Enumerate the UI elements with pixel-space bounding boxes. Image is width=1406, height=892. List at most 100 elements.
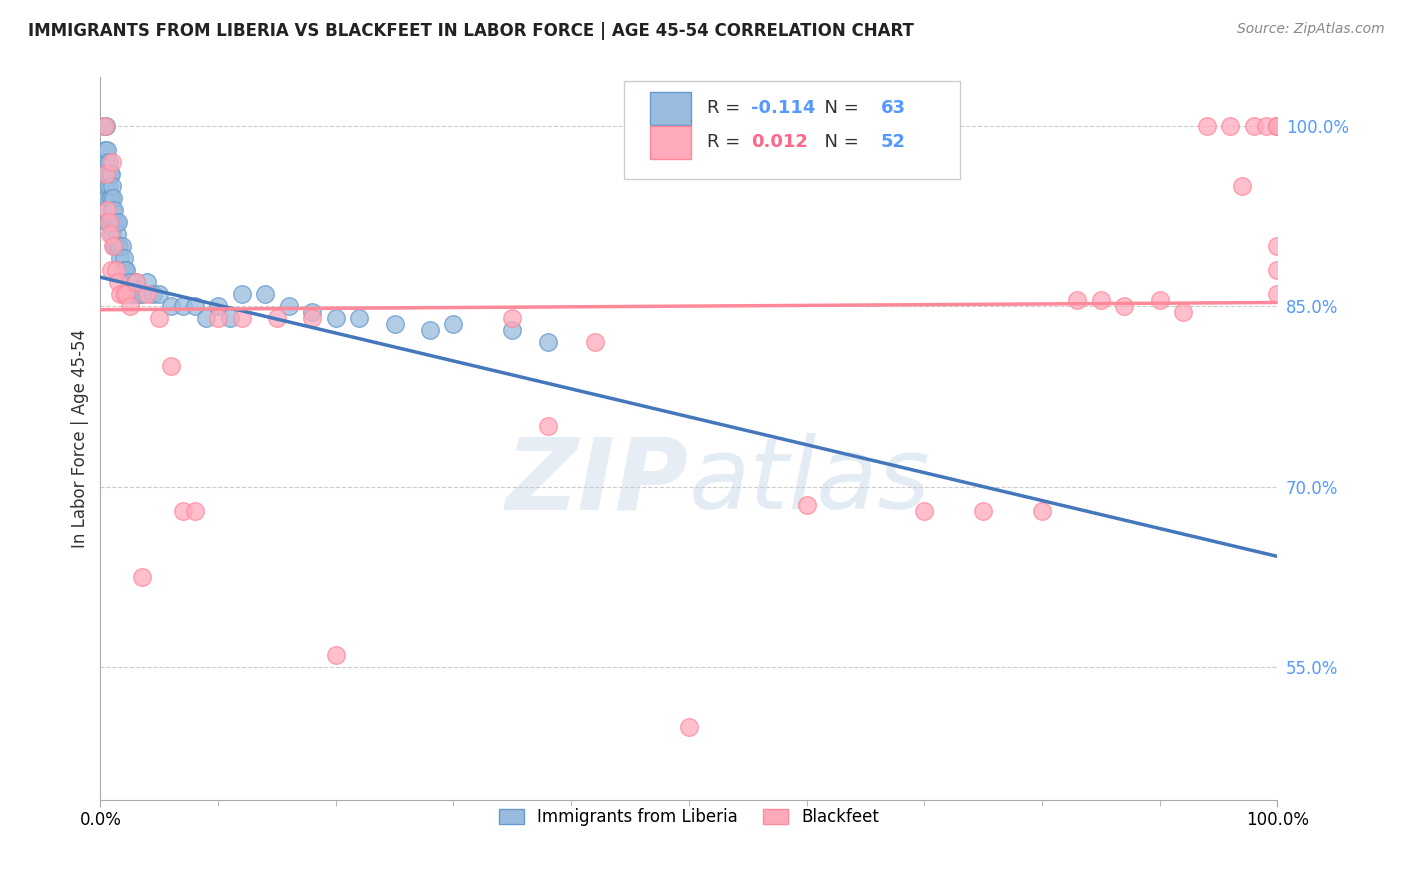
Point (96, 178, 118, 193)
Point (107, 275, 129, 289)
Point (96, 143, 118, 157)
Point (124, 275, 146, 289)
Point (183, 504, 205, 518)
Point (97, 154, 120, 169)
Point (100, 215, 122, 229)
FancyBboxPatch shape (624, 81, 960, 178)
Text: 63: 63 (880, 100, 905, 118)
Point (104, 239, 127, 253)
Point (1219, 119, 1241, 133)
Point (972, 504, 994, 518)
Point (107, 239, 129, 253)
Point (678, 720, 700, 734)
Point (501, 323, 523, 337)
Point (98, 167, 121, 181)
Point (1230, 178, 1253, 193)
Point (266, 311, 288, 326)
Point (97, 178, 120, 193)
Point (1149, 293, 1171, 307)
Point (1090, 293, 1112, 307)
Text: R =: R = (707, 100, 745, 118)
Point (97, 215, 120, 229)
Point (1066, 293, 1088, 307)
Point (384, 317, 406, 331)
FancyBboxPatch shape (650, 126, 692, 159)
Point (104, 263, 127, 277)
Point (94, 143, 117, 157)
Text: ZIP: ZIP (506, 434, 689, 531)
Point (1267, 119, 1289, 133)
Point (1243, 119, 1265, 133)
Point (103, 215, 125, 229)
Text: Source: ZipAtlas.com: Source: ZipAtlas.com (1237, 22, 1385, 37)
FancyBboxPatch shape (650, 92, 692, 125)
Text: IMMIGRANTS FROM LIBERIA VS BLACKFEET IN LABOR FORCE | AGE 45-54 CORRELATION CHAR: IMMIGRANTS FROM LIBERIA VS BLACKFEET IN … (28, 22, 914, 40)
Text: 0.012: 0.012 (751, 134, 808, 152)
Point (115, 287, 138, 301)
Point (160, 299, 183, 313)
Point (207, 311, 229, 326)
Point (114, 263, 136, 277)
Point (1267, 287, 1289, 301)
Point (101, 154, 124, 169)
Point (101, 178, 124, 193)
Point (100, 167, 122, 181)
Point (419, 323, 441, 337)
Point (1267, 119, 1289, 133)
Point (98, 191, 121, 205)
Text: R =: R = (707, 134, 745, 152)
Point (301, 305, 323, 319)
Point (172, 504, 194, 518)
Point (111, 263, 134, 277)
Text: 52: 52 (880, 134, 905, 152)
Point (100, 263, 122, 277)
Point (148, 311, 170, 326)
Point (1031, 504, 1053, 518)
Point (107, 215, 129, 229)
Point (124, 275, 146, 289)
Point (325, 648, 347, 662)
Point (1195, 119, 1218, 133)
Point (583, 335, 606, 350)
Y-axis label: In Labor Force | Age 45-54: In Labor Force | Age 45-54 (72, 329, 89, 548)
Point (93, 119, 115, 133)
Point (136, 287, 159, 301)
Point (148, 287, 170, 301)
Point (94, 167, 117, 181)
Point (501, 311, 523, 326)
Point (277, 299, 299, 313)
Point (537, 335, 560, 350)
Point (112, 251, 135, 265)
Point (112, 287, 135, 301)
Point (127, 287, 149, 301)
Point (121, 287, 143, 301)
Point (96, 167, 118, 181)
Point (1267, 119, 1289, 133)
Point (104, 215, 127, 229)
Point (443, 317, 465, 331)
Point (231, 311, 253, 326)
Point (254, 287, 277, 301)
Point (195, 311, 218, 326)
Point (96, 154, 118, 169)
Legend: Immigrants from Liberia, Blackfeet: Immigrants from Liberia, Blackfeet (491, 800, 887, 835)
Point (796, 498, 818, 512)
Point (96, 202, 118, 217)
Point (131, 570, 153, 584)
Point (349, 311, 371, 326)
Text: N =: N = (813, 100, 865, 118)
Point (218, 311, 240, 326)
Point (1254, 119, 1277, 133)
Point (103, 191, 125, 205)
Point (1267, 119, 1289, 133)
Point (1267, 239, 1289, 253)
Point (912, 504, 935, 518)
Point (108, 239, 131, 253)
Point (100, 191, 122, 205)
Point (1173, 305, 1195, 319)
Point (172, 299, 194, 313)
Point (103, 202, 125, 217)
Point (1267, 119, 1289, 133)
Point (231, 287, 253, 301)
Point (136, 275, 159, 289)
